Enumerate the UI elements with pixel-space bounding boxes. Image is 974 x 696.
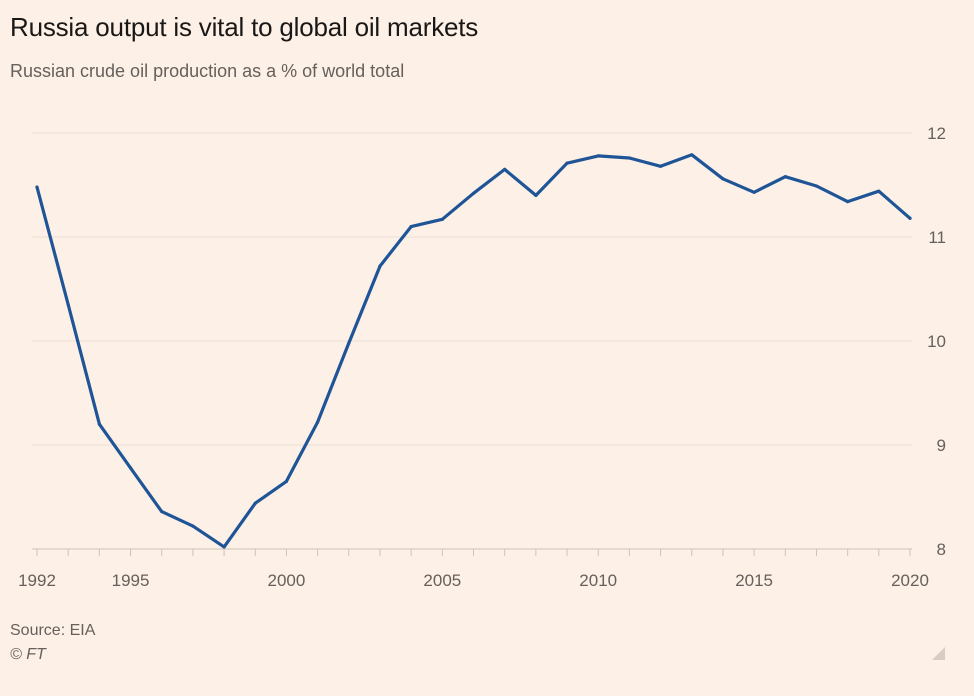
- data-point-2005: [440, 217, 444, 221]
- y-tick-label-10: 10: [927, 332, 946, 351]
- y-tick-label-8: 8: [937, 540, 946, 559]
- data-point-2008: [534, 193, 538, 197]
- data-point-2000: [284, 479, 289, 483]
- data-point-2010: [596, 154, 600, 158]
- data-point-1998: [222, 545, 226, 549]
- data-point-2007: [503, 167, 507, 171]
- data-point-2002: [347, 341, 351, 345]
- x-tick-label-2015: 2015: [735, 571, 773, 590]
- data-point-2016: [783, 175, 787, 179]
- chart-title: Russia output is vital to global oil mar…: [10, 12, 479, 42]
- x-tick-label-1992: 1992: [18, 571, 56, 590]
- data-point-2017: [814, 184, 819, 188]
- y-tick-label-11: 11: [928, 228, 946, 247]
- x-tick-label-2005: 2005: [423, 571, 461, 590]
- data-point-2006: [471, 191, 476, 195]
- series-line: [35, 153, 912, 549]
- data-point-1997: [191, 524, 195, 528]
- x-tick-label-2020: 2020: [891, 571, 929, 590]
- x-tick-label-2010: 2010: [579, 571, 617, 590]
- y-tick-label-12: 12: [927, 124, 946, 143]
- line-chart: 8 9 10 11 12 1992 1995 2000 2005 2010 2015 2020: [18, 124, 946, 590]
- data-point-2020: [908, 216, 912, 220]
- data-point-2014: [721, 177, 725, 181]
- data-point-1993: [66, 303, 70, 307]
- copyright-note: © FT: [10, 646, 46, 663]
- data-point-2012: [658, 164, 663, 168]
- data-point-1996: [160, 509, 164, 514]
- data-point-1994: [97, 422, 101, 426]
- y-tick-label-9: 9: [937, 436, 946, 455]
- data-point-2001: [316, 420, 320, 424]
- resize-handle-icon: [932, 647, 945, 660]
- x-tick-label-2000: 2000: [268, 571, 306, 590]
- data-point-2009: [565, 161, 569, 165]
- data-point-1999: [253, 501, 257, 505]
- chart-subtitle: Russian crude oil production as a % of w…: [10, 61, 405, 81]
- data-point-2019: [877, 189, 881, 193]
- data-point-2011: [627, 156, 631, 160]
- data-point-2003: [378, 264, 382, 268]
- data-point-1992: [35, 185, 39, 189]
- data-point-2004: [409, 225, 413, 229]
- x-tick-label-1995: 1995: [112, 571, 150, 590]
- data-point-2015: [752, 190, 756, 194]
- data-point-1995: [128, 466, 133, 470]
- data-point-2018: [846, 200, 850, 204]
- source-note: Source: EIA: [10, 622, 96, 639]
- data-point-2013: [690, 153, 694, 157]
